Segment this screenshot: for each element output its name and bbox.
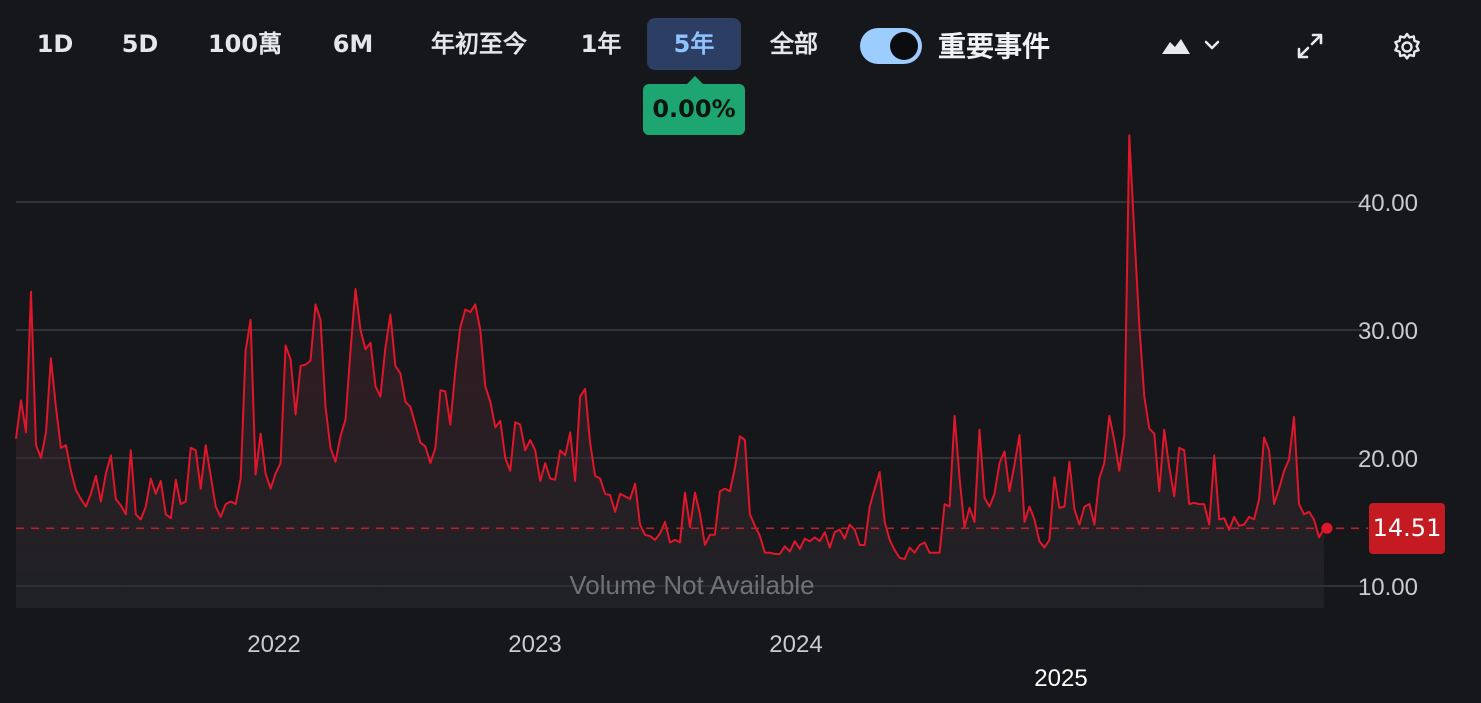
volume-not-available-label: Volume Not Available <box>569 570 814 600</box>
x-tick-label: 2022 <box>247 631 300 658</box>
range-100m-button[interactable]: 100萬 <box>207 30 283 58</box>
x-tick-label: 2024 <box>769 631 822 658</box>
current-price-badge: 14.51 <box>1369 503 1445 554</box>
current-value-marker <box>1321 522 1333 534</box>
toggle-knob <box>890 32 918 60</box>
y-tick-label: 20.00 <box>1358 446 1418 473</box>
expand-icon[interactable] <box>1294 30 1326 62</box>
range-5y-button[interactable]: 5年 <box>647 18 741 70</box>
range-toolbar: 1D 5D 100萬 6M 年初至今 1年 5年 全部 重要事件 <box>0 0 1481 90</box>
x-tick-label: 2025 <box>1034 665 1087 692</box>
series-line <box>15 134 1325 561</box>
area-chart-type-icon[interactable] <box>1160 32 1192 58</box>
range-6m-button[interactable]: 6M <box>332 30 374 58</box>
range-1d-button[interactable]: 1D <box>36 30 74 58</box>
y-tick-label: 10.00 <box>1358 574 1418 601</box>
x-tick-label: 2023 <box>508 631 561 658</box>
change-tooltip: 0.00% <box>643 76 745 135</box>
y-tick-label: 30.00 <box>1358 318 1418 345</box>
events-toggle[interactable] <box>860 28 922 64</box>
gear-icon[interactable] <box>1390 30 1424 64</box>
series-area-fill <box>16 135 1324 608</box>
range-5d-button[interactable]: 5D <box>121 30 159 58</box>
range-1y-button[interactable]: 1年 <box>580 30 622 58</box>
events-toggle-label: 重要事件 <box>938 30 1051 63</box>
range-ytd-button[interactable]: 年初至今 <box>431 30 527 58</box>
y-tick-label: 40.00 <box>1358 190 1418 217</box>
chevron-down-icon[interactable] <box>1202 36 1222 54</box>
range-all-button[interactable]: 全部 <box>770 30 818 58</box>
